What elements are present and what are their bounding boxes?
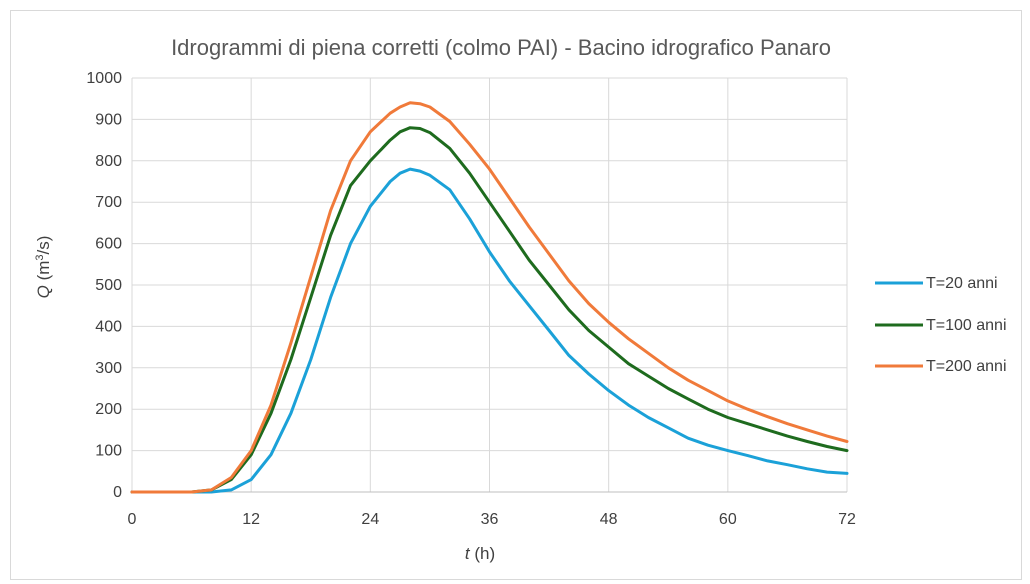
y-axis-unit-post: /s)	[34, 236, 53, 255]
series-line-1	[130, 126, 849, 494]
grid-lines	[131, 77, 848, 493]
y-tick-label: 100	[95, 443, 122, 460]
x-tick-label: 36	[481, 511, 499, 528]
y-tick-label: 300	[95, 360, 122, 377]
legend: T=20 anni T=100 anni T=200 anni	[875, 275, 1007, 375]
y-tick-labels: 0 100 200 300 400 500 600 700 800 900 1000	[86, 70, 122, 501]
legend-label: T=100 anni	[926, 317, 1007, 334]
legend-label: T=200 anni	[926, 358, 1007, 375]
x-tick-label: 60	[719, 511, 737, 528]
y-tick-label: 500	[95, 277, 122, 294]
y-axis-label: Q (m3/s)	[34, 236, 53, 299]
chart-title: Idrogrammi di piena corretti (colmo PAI)…	[171, 35, 831, 60]
data-series	[130, 101, 849, 494]
y-tick-label: 700	[95, 194, 122, 211]
x-axis-unit: (h)	[470, 544, 496, 563]
x-tick-labels: 0 12 24 36 48 60 72	[128, 511, 856, 528]
y-tick-label: 600	[95, 236, 122, 253]
y-tick-label: 200	[95, 401, 122, 418]
x-axis-label: t (h)	[465, 544, 495, 563]
series-line-2	[130, 101, 849, 494]
x-tick-label: 0	[128, 511, 137, 528]
y-tick-label: 900	[95, 111, 122, 128]
y-tick-label: 1000	[86, 70, 122, 87]
chart-frame: Idrogrammi di piena corretti (colmo PAI)…	[10, 10, 1022, 580]
y-tick-label: 800	[95, 153, 122, 170]
y-axis-variable: Q	[34, 285, 53, 298]
x-tick-label: 12	[242, 511, 260, 528]
y-tick-label: 400	[95, 318, 122, 335]
x-tick-label: 48	[600, 511, 618, 528]
y-axis-unit-pre: (m	[34, 261, 53, 286]
x-axis-variable: t	[465, 544, 471, 563]
series-line-0	[130, 167, 849, 494]
y-axis-unit-superscript: 3	[34, 254, 46, 260]
y-tick-label: 0	[113, 484, 122, 501]
legend-label: T=20 anni	[926, 275, 998, 292]
x-tick-label: 24	[361, 511, 379, 528]
hydrograph-chart: Idrogrammi di piena corretti (colmo PAI)…	[34, 35, 1007, 563]
x-tick-label: 72	[838, 511, 856, 528]
